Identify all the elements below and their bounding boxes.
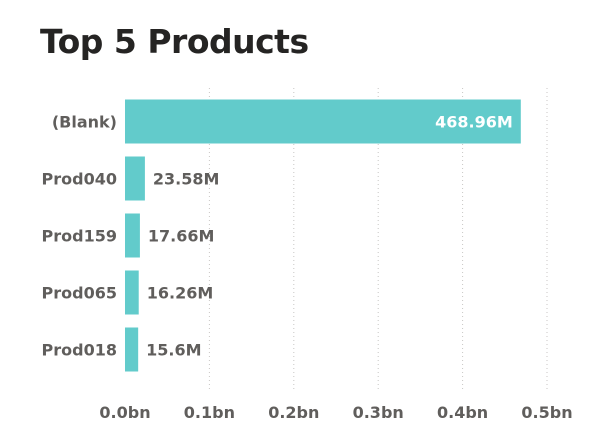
- bar[interactable]: [125, 213, 140, 258]
- category-label: Prod159: [42, 227, 117, 246]
- category-label: Prod065: [42, 284, 117, 303]
- bar[interactable]: [125, 156, 145, 201]
- x-tick-label: 0.1bn: [184, 403, 235, 422]
- x-tick-label: 0.2bn: [268, 403, 319, 422]
- category-label: Prod018: [42, 341, 117, 360]
- x-tick-label: 0.4bn: [437, 403, 488, 422]
- data-label: 16.26M: [147, 284, 214, 303]
- bar[interactable]: [125, 327, 139, 372]
- data-label: 23.58M: [153, 170, 220, 189]
- x-tick-label: 0.0bn: [99, 403, 150, 422]
- gridlines: [208, 88, 548, 392]
- bar[interactable]: [125, 270, 139, 315]
- data-label: 468.96M: [435, 113, 513, 132]
- bars: [125, 99, 521, 372]
- category-label: Prod040: [42, 170, 117, 189]
- chart-title: Top 5 Products: [40, 22, 309, 61]
- data-label: 17.66M: [148, 227, 215, 246]
- category-labels: (Blank) Prod040 Prod159 Prod065 Prod018: [42, 113, 117, 360]
- x-tick-label: 0.3bn: [353, 403, 404, 422]
- category-label: (Blank): [52, 113, 117, 132]
- bar[interactable]: [125, 99, 521, 144]
- x-tick-label: 0.5bn: [521, 403, 572, 422]
- data-labels: 468.96M 23.58M 17.66M 16.26M 15.6M: [146, 113, 513, 360]
- data-label: 15.6M: [146, 341, 201, 360]
- x-axis-tick-labels: 0.0bn 0.1bn 0.2bn 0.3bn 0.4bn 0.5bn: [99, 403, 572, 422]
